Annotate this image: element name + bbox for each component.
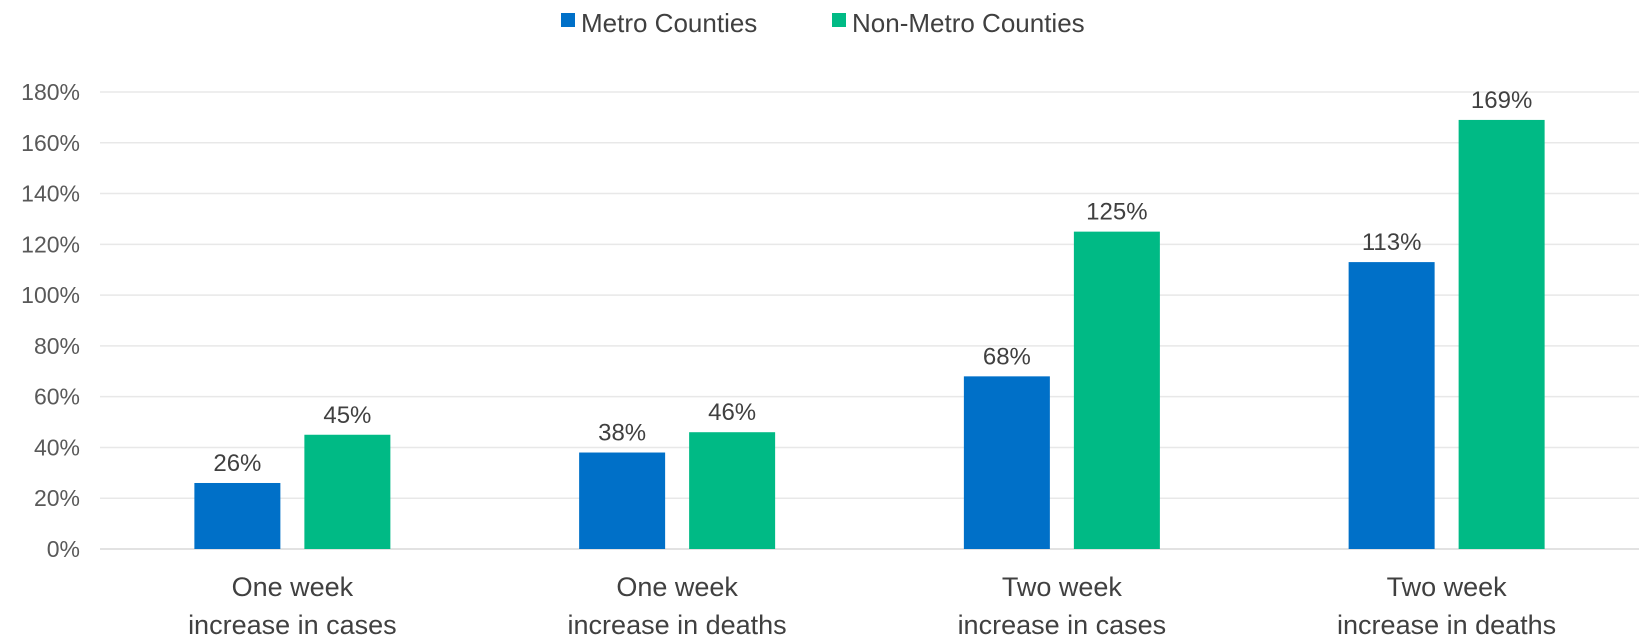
data-label: 26% (213, 450, 261, 477)
bar-metro (194, 482, 281, 549)
data-label: 45% (323, 402, 371, 429)
y-tick-label: 160% (21, 130, 80, 156)
y-axis: 0% 20% 40% 60% 80% 100% 120% 140% 160% 180% (21, 79, 80, 562)
legend-swatch-metro (561, 13, 575, 27)
data-labels: 26% 45% 38% 46% 68% 125% 113% 169% (213, 87, 1532, 477)
legend-swatch-non-metro (832, 13, 846, 27)
x-category-label: Two week (1002, 572, 1123, 602)
bar-metro (963, 376, 1050, 549)
x-category-label: One week (232, 572, 354, 602)
y-tick-label: 20% (34, 485, 80, 511)
x-category-label: One week (616, 572, 738, 602)
bar-metro (1348, 262, 1435, 549)
y-tick-label: 40% (34, 434, 80, 460)
y-tick-label: 180% (21, 79, 80, 105)
x-axis: One week increase in cases One week increas… (188, 572, 1556, 640)
y-tick-label: 140% (21, 181, 80, 207)
data-label: 113% (1362, 229, 1422, 256)
x-category-label: Two week (1387, 572, 1508, 602)
y-tick-label: 80% (34, 333, 80, 359)
bars (194, 119, 1545, 549)
data-label: 38% (598, 420, 646, 447)
bar-metro (579, 452, 666, 549)
legend-label-metro: Metro Counties (581, 8, 757, 38)
y-tick-label: 120% (21, 231, 80, 257)
y-tick-label: 60% (34, 384, 80, 410)
bar-non-metro (1458, 119, 1545, 549)
y-tick-label: 0% (47, 536, 80, 562)
data-label: 68% (983, 343, 1031, 370)
x-category-label: increase in cases (958, 610, 1167, 640)
x-category-label: increase in cases (188, 610, 397, 640)
data-label: 46% (708, 399, 756, 426)
data-label: 125% (1086, 199, 1147, 226)
x-category-label: increase in deaths (1337, 610, 1556, 640)
data-label: 169% (1471, 87, 1532, 114)
bar-non-metro (304, 434, 391, 549)
legend: Metro Counties Non-Metro Counties (561, 8, 1085, 38)
bar-non-metro (1073, 231, 1160, 549)
legend-label-non-metro: Non-Metro Counties (852, 8, 1085, 38)
bar-non-metro (689, 432, 776, 549)
y-tick-label: 100% (21, 282, 80, 308)
x-category-label: increase in deaths (568, 610, 787, 640)
